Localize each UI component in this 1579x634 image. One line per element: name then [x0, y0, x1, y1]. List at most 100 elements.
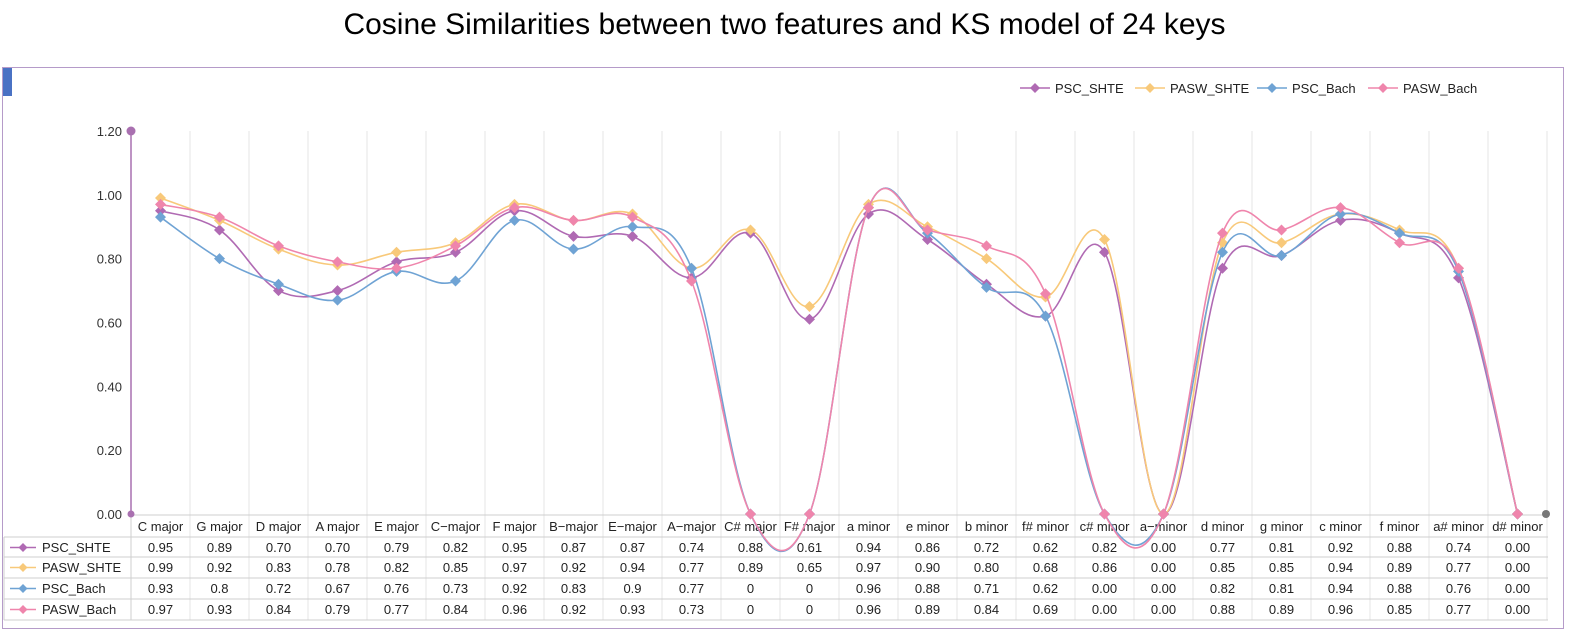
table-cell: 0.89 [207, 540, 232, 555]
table-cell: 0.79 [325, 602, 350, 617]
table-cell: 0.96 [856, 581, 881, 596]
table-cell: 0.96 [1328, 602, 1353, 617]
table-cell: 0.72 [266, 581, 291, 596]
table-cell: 0 [806, 602, 813, 617]
table-cell: 0.97 [148, 602, 173, 617]
table-cell: 0.92 [561, 560, 586, 575]
data-point-PASW_Bach [1217, 227, 1228, 239]
y-tick-label: 0.00 [97, 507, 122, 522]
x-tick-label: a−minor [1140, 519, 1188, 534]
table-cell: 0.77 [679, 560, 704, 575]
table-legend-marker [18, 605, 28, 614]
table-cell: 0.81 [1269, 581, 1294, 596]
data-point-PSC_Bach [686, 262, 697, 274]
table-cell: 0.87 [620, 540, 645, 555]
legend-marker-PSC_Bach [1267, 83, 1277, 93]
table-cell: 0.92 [561, 602, 586, 617]
table-cell: 0.87 [561, 540, 586, 555]
legend-label-PASW_SHTE[interactable]: PASW_SHTE [1170, 81, 1250, 96]
table-cell: 0.82 [1092, 540, 1117, 555]
x-tick-label: a minor [847, 519, 891, 534]
legend-marker-PSC_SHTE [1030, 83, 1040, 93]
data-point-PSC_SHTE [1335, 214, 1346, 226]
chart-title: Cosine Similarities between two features… [343, 8, 1226, 41]
data-point-PASW_Bach [981, 240, 992, 252]
data-point-PASW_Bach [509, 202, 520, 214]
table-cell: 0.99 [148, 560, 173, 575]
table-cell: 0.77 [1446, 602, 1471, 617]
table-cell: 0.94 [620, 560, 645, 575]
table-cell: 0.90 [915, 560, 940, 575]
x-tick-label: d# minor [1492, 519, 1543, 534]
table-cell: 0 [747, 581, 754, 596]
corner-tab[interactable] [3, 68, 12, 96]
y-axis-origin-marker [127, 510, 135, 518]
table-cell: 0.77 [384, 602, 409, 617]
data-point-PASW_Bach [1158, 508, 1169, 520]
table-cell: 0.67 [325, 581, 350, 596]
legend-label-PSC_Bach[interactable]: PSC_Bach [1292, 81, 1356, 96]
x-tick-label: F# major [784, 519, 836, 534]
table-cell: 0.89 [1269, 602, 1294, 617]
data-point-PSC_Bach [981, 281, 992, 293]
data-point-PASW_SHTE [981, 253, 992, 265]
table-cell: 0.00 [1151, 560, 1176, 575]
x-tick-label: e minor [906, 519, 950, 534]
x-tick-label: G major [196, 519, 243, 534]
data-point-PSC_SHTE [450, 246, 461, 258]
table-series-name: PASW_SHTE [42, 560, 122, 575]
data-point-PASW_Bach [863, 202, 874, 214]
table-series-name: PSC_Bach [42, 581, 106, 596]
table-cell: 0.82 [1210, 581, 1235, 596]
data-point-PSC_Bach [1335, 208, 1346, 220]
data-point-PSC_Bach [273, 278, 284, 290]
legend-marker-PASW_Bach [1378, 83, 1388, 93]
table-cell: 0.89 [915, 602, 940, 617]
table-cell: 0.9 [623, 581, 641, 596]
table-cell: 0.71 [974, 581, 999, 596]
table-cell: 0.88 [1210, 602, 1235, 617]
data-point-PASW_Bach [1335, 202, 1346, 214]
x-tick-label: f# minor [1022, 519, 1070, 534]
data-point-PSC_Bach [509, 214, 520, 226]
x-axis-end-marker [1542, 510, 1550, 518]
table-cell: 0.80 [974, 560, 999, 575]
data-point-PASW_Bach [568, 214, 579, 226]
data-point-PSC_SHTE [332, 285, 343, 297]
table-cell: 0.86 [915, 540, 940, 555]
legend-label-PSC_SHTE[interactable]: PSC_SHTE [1055, 81, 1124, 96]
data-point-PSC_SHTE [568, 230, 579, 242]
data-point-PSC_SHTE [391, 256, 402, 268]
table-cell: 0.92 [207, 560, 232, 575]
table-cell: 0.61 [797, 540, 822, 555]
data-point-PASW_Bach [627, 211, 638, 223]
table-cell: 0.62 [1033, 540, 1058, 555]
table-cell: 0.93 [148, 581, 173, 596]
table-cell: 0.89 [738, 560, 763, 575]
table-cell: 0.89 [1387, 560, 1412, 575]
table-cell: 0.00 [1092, 581, 1117, 596]
table-cell: 0.79 [384, 540, 409, 555]
y-tick-label: 1.20 [97, 124, 122, 139]
data-point-PASW_Bach [1512, 508, 1523, 520]
data-point-PSC_Bach [568, 243, 579, 255]
y-tick-label: 0.60 [97, 316, 122, 331]
table-cell: 0.8 [210, 581, 228, 596]
data-point-PASW_SHTE [391, 246, 402, 258]
x-tick-label: E−major [608, 519, 657, 534]
table-cell: 0.92 [1328, 540, 1353, 555]
legend-label-PASW_Bach[interactable]: PASW_Bach [1403, 81, 1477, 96]
data-point-PASW_Bach [450, 240, 461, 252]
x-tick-label: A major [315, 519, 360, 534]
x-tick-label: D major [256, 519, 302, 534]
legend-marker-PASW_SHTE [1145, 83, 1155, 93]
table-cell: 0.76 [384, 581, 409, 596]
table-cell: 0.81 [1269, 540, 1294, 555]
data-point-PSC_Bach [1394, 227, 1405, 239]
x-tick-label: c minor [1319, 519, 1362, 534]
data-point-PSC_Bach [332, 294, 343, 306]
data-point-PASW_Bach [1394, 237, 1405, 249]
data-point-PSC_SHTE [804, 313, 815, 325]
table-cell: 0.85 [1210, 560, 1235, 575]
